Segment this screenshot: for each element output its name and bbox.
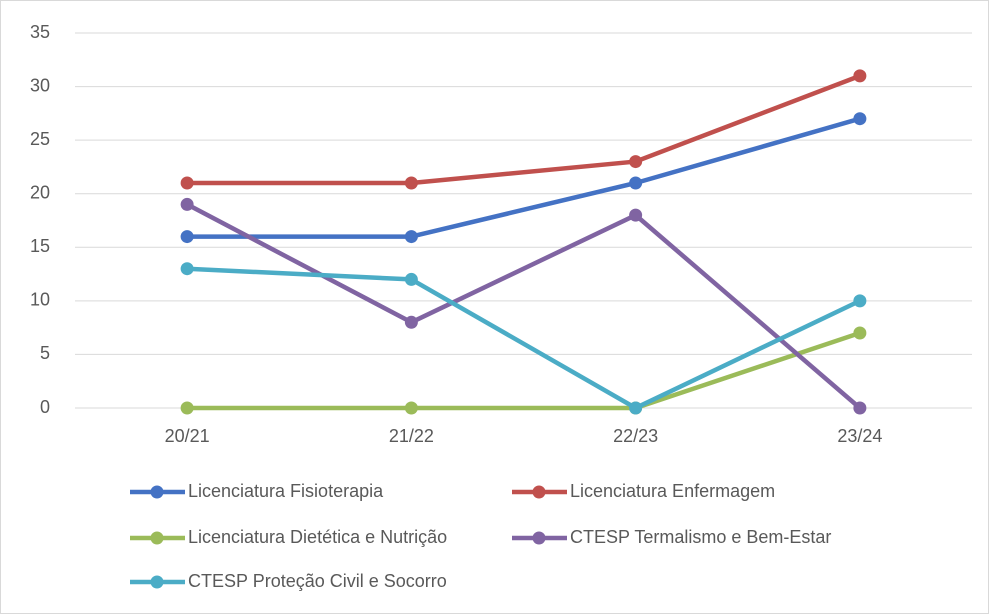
data-point xyxy=(404,176,418,190)
series-line xyxy=(184,266,863,411)
y-tick-label: 0 xyxy=(40,397,50,417)
legend-label: CTESP Proteção Civil e Socorro xyxy=(188,571,447,591)
x-tick-label: 20/21 xyxy=(165,426,210,446)
x-tick-label: 22/23 xyxy=(613,426,658,446)
data-point xyxy=(404,272,418,286)
x-tick-label: 21/22 xyxy=(389,426,434,446)
data-point xyxy=(404,401,418,415)
y-tick-label: 25 xyxy=(30,129,50,149)
y-tick-label: 35 xyxy=(30,22,50,42)
data-point xyxy=(180,401,194,415)
data-point xyxy=(853,401,867,415)
data-point xyxy=(629,208,643,222)
y-tick-label: 30 xyxy=(30,75,50,95)
data-point xyxy=(180,176,194,190)
legend-marker xyxy=(150,485,164,499)
data-point xyxy=(180,197,194,211)
data-point xyxy=(180,230,194,244)
series-line xyxy=(184,330,863,411)
data-point xyxy=(853,294,867,308)
x-tick-label: 23/24 xyxy=(837,426,882,446)
data-point xyxy=(404,230,418,244)
data-point xyxy=(404,315,418,329)
legend-label: Licenciatura Enfermagem xyxy=(570,481,775,501)
legend-marker xyxy=(532,485,546,499)
legend-marker xyxy=(532,531,546,545)
legend-label: CTESP Termalismo e Bem-Estar xyxy=(570,527,831,547)
data-point xyxy=(629,155,643,169)
series-line xyxy=(184,202,863,411)
legend-label: Licenciatura Fisioterapia xyxy=(188,481,384,501)
y-tick-label: 5 xyxy=(40,343,50,363)
y-tick-label: 10 xyxy=(30,290,50,310)
legend-marker xyxy=(150,531,164,545)
y-tick-label: 15 xyxy=(30,236,50,256)
series-line xyxy=(184,116,863,239)
data-point xyxy=(853,69,867,83)
data-point xyxy=(629,176,643,190)
series-line xyxy=(184,73,863,186)
y-tick-label: 20 xyxy=(30,182,50,202)
data-point xyxy=(180,262,194,276)
legend-marker xyxy=(150,575,164,589)
data-point xyxy=(629,401,643,415)
data-point xyxy=(853,112,867,126)
data-point xyxy=(853,326,867,340)
legend-label: Licenciatura Dietética e Nutrição xyxy=(188,527,447,547)
